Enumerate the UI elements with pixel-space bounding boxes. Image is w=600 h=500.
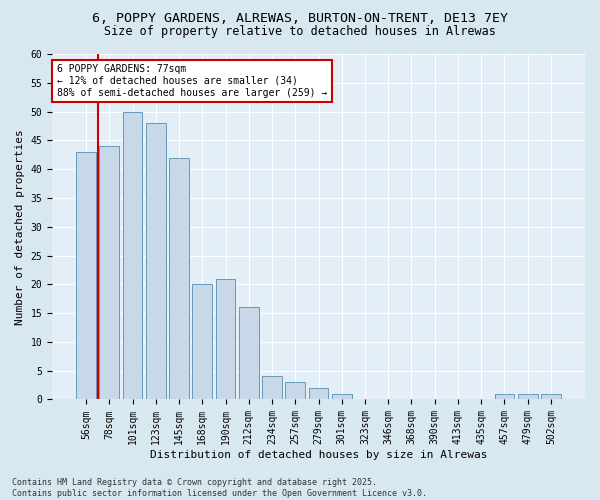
- Bar: [518, 394, 538, 400]
- Bar: [169, 158, 189, 400]
- Bar: [239, 308, 259, 400]
- Bar: [541, 394, 561, 400]
- Y-axis label: Number of detached properties: Number of detached properties: [15, 129, 25, 324]
- X-axis label: Distribution of detached houses by size in Alrewas: Distribution of detached houses by size …: [150, 450, 487, 460]
- Bar: [76, 152, 96, 400]
- Bar: [146, 123, 166, 400]
- Bar: [286, 382, 305, 400]
- Bar: [100, 146, 119, 400]
- Text: Size of property relative to detached houses in Alrewas: Size of property relative to detached ho…: [104, 25, 496, 38]
- Bar: [262, 376, 282, 400]
- Bar: [123, 112, 142, 400]
- Text: Contains HM Land Registry data © Crown copyright and database right 2025.
Contai: Contains HM Land Registry data © Crown c…: [12, 478, 427, 498]
- Text: 6, POPPY GARDENS, ALREWAS, BURTON-ON-TRENT, DE13 7EY: 6, POPPY GARDENS, ALREWAS, BURTON-ON-TRE…: [92, 12, 508, 26]
- Bar: [494, 394, 514, 400]
- Text: 6 POPPY GARDENS: 77sqm
← 12% of detached houses are smaller (34)
88% of semi-det: 6 POPPY GARDENS: 77sqm ← 12% of detached…: [58, 64, 328, 98]
- Bar: [193, 284, 212, 400]
- Bar: [332, 394, 352, 400]
- Bar: [308, 388, 328, 400]
- Bar: [215, 278, 235, 400]
